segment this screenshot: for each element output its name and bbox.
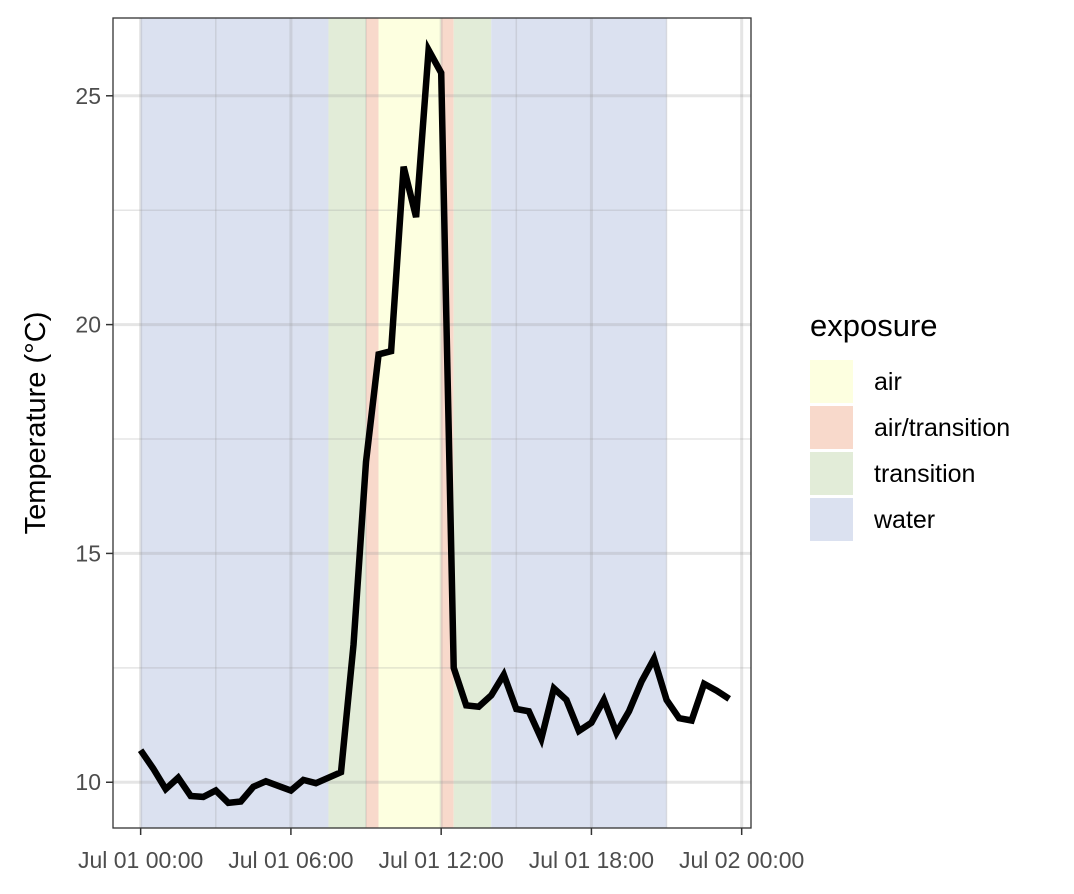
legend-label: air — [874, 368, 902, 396]
x-tick-label: Jul 02 00:00 — [679, 847, 804, 873]
grid-lines — [113, 18, 751, 828]
x-tick-label: Jul 01 06:00 — [228, 847, 353, 873]
data-series — [137, 38, 731, 807]
y-tick-label: 10 — [75, 769, 101, 795]
x-tick-label: Jul 01 00:00 — [78, 847, 203, 873]
y-tick-label: 20 — [75, 312, 101, 338]
exposure-bands — [140, 18, 667, 828]
legend-key-water — [810, 498, 853, 541]
legend-key-transition — [810, 452, 853, 495]
legend-label: air/transition — [874, 414, 1010, 442]
exposure-band-air — [378, 18, 442, 828]
y-axis-title: Temperature (°C) — [20, 312, 52, 535]
y-axis: 10 15 20 25 — [75, 83, 113, 795]
y-tick-label: 15 — [75, 540, 101, 566]
temperature-line — [137, 38, 731, 807]
legend-label: water — [873, 506, 935, 534]
x-tick-label: Jul 01 12:00 — [379, 847, 504, 873]
x-tick-label: Jul 01 18:00 — [529, 847, 654, 873]
y-tick-label: 25 — [75, 83, 101, 109]
legend-title: exposure — [810, 308, 938, 343]
legend-key-air — [810, 360, 853, 403]
legend-key-air-transition — [810, 406, 853, 449]
x-axis: Jul 01 00:00 Jul 01 06:00 Jul 01 12:00 Jul … — [78, 828, 804, 873]
legend: exposure air air/transition transition wate… — [810, 308, 1010, 541]
exposure-band-water — [140, 18, 329, 828]
legend-label: transition — [874, 460, 975, 488]
panel-border — [112, 17, 752, 829]
